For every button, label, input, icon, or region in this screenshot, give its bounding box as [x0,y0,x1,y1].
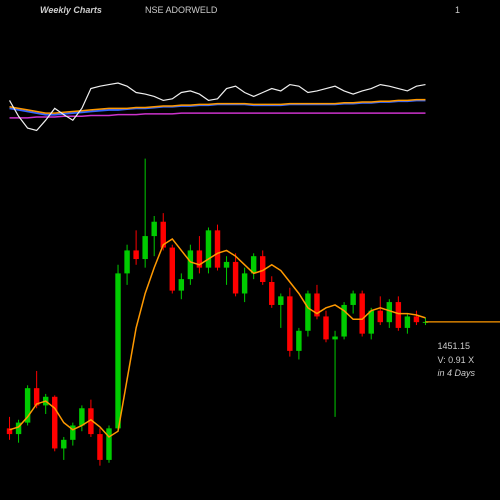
volume-label: V: 0.91 X [437,354,475,368]
indicator-panel [10,83,426,131]
current-price-label: 1451.15 [437,340,475,354]
days-label: in 4 Days [437,367,475,381]
price-chart [0,0,500,500]
candlestick-panel [7,159,428,466]
price-info-box: 1451.15 V: 0.91 X in 4 Days [437,340,475,381]
